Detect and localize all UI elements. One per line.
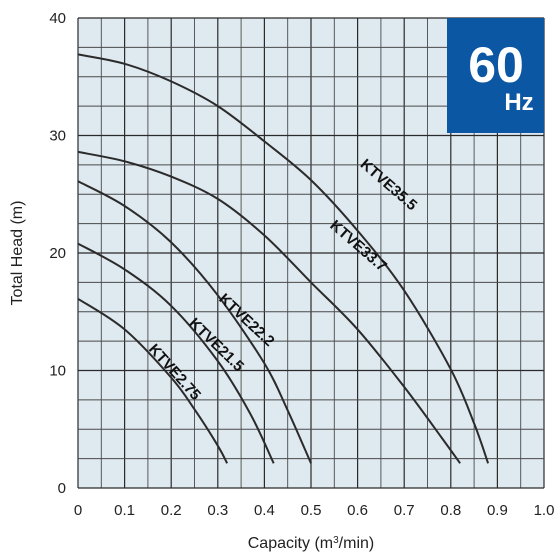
- x-tick-label: 0.9: [487, 502, 508, 519]
- badge-value: 60: [468, 37, 524, 93]
- y-tick-label: 0: [58, 480, 66, 497]
- x-tick-labels: 0 0.1 0.2 0.3 0.4 0.5 0.6 0.7 0.8 0.9 1.0: [74, 502, 555, 519]
- x-axis-label: Capacity (m3/min): [248, 535, 374, 553]
- y-axis-label: Total Head (m): [9, 201, 26, 306]
- x-tick-label: 0.7: [394, 502, 415, 519]
- x-tick-label: 0: [74, 502, 82, 519]
- curve-ktve35-5: [77, 53, 490, 464]
- y-tick-label: 40: [49, 10, 66, 27]
- x-tick-label: 0.6: [347, 502, 368, 519]
- y-tick-label: 10: [49, 363, 66, 380]
- curve-ktve22-2: [77, 180, 312, 464]
- badge-background: [447, 18, 544, 133]
- curve-ktve2-75: [77, 297, 228, 464]
- x-tick-label: 0.8: [440, 502, 461, 519]
- x-tick-label: 1.0: [534, 502, 555, 519]
- x-axis-label-sup: 3: [333, 535, 339, 546]
- x-tick-label: 0.2: [161, 502, 182, 519]
- x-tick-label: 0.1: [114, 502, 135, 519]
- y-tick-label: 30: [49, 128, 66, 145]
- grid: [77, 17, 545, 489]
- badge-unit: Hz: [504, 89, 533, 116]
- frequency-badge: 60 Hz: [447, 18, 544, 133]
- curves: [77, 53, 490, 464]
- x-axis-label-tail: /min): [339, 535, 375, 552]
- y-tick-label: 20: [49, 245, 66, 262]
- x-tick-label: 0.3: [207, 502, 228, 519]
- curve-ktve33-7: [77, 150, 461, 464]
- curve-ktve21-5: [77, 242, 275, 464]
- x-tick-label: 0.5: [301, 502, 322, 519]
- y-tick-labels: 0 10 20 30 40: [49, 10, 66, 497]
- x-tick-label: 0.4: [254, 502, 275, 519]
- x-axis-label-main: Capacity (m: [248, 535, 333, 552]
